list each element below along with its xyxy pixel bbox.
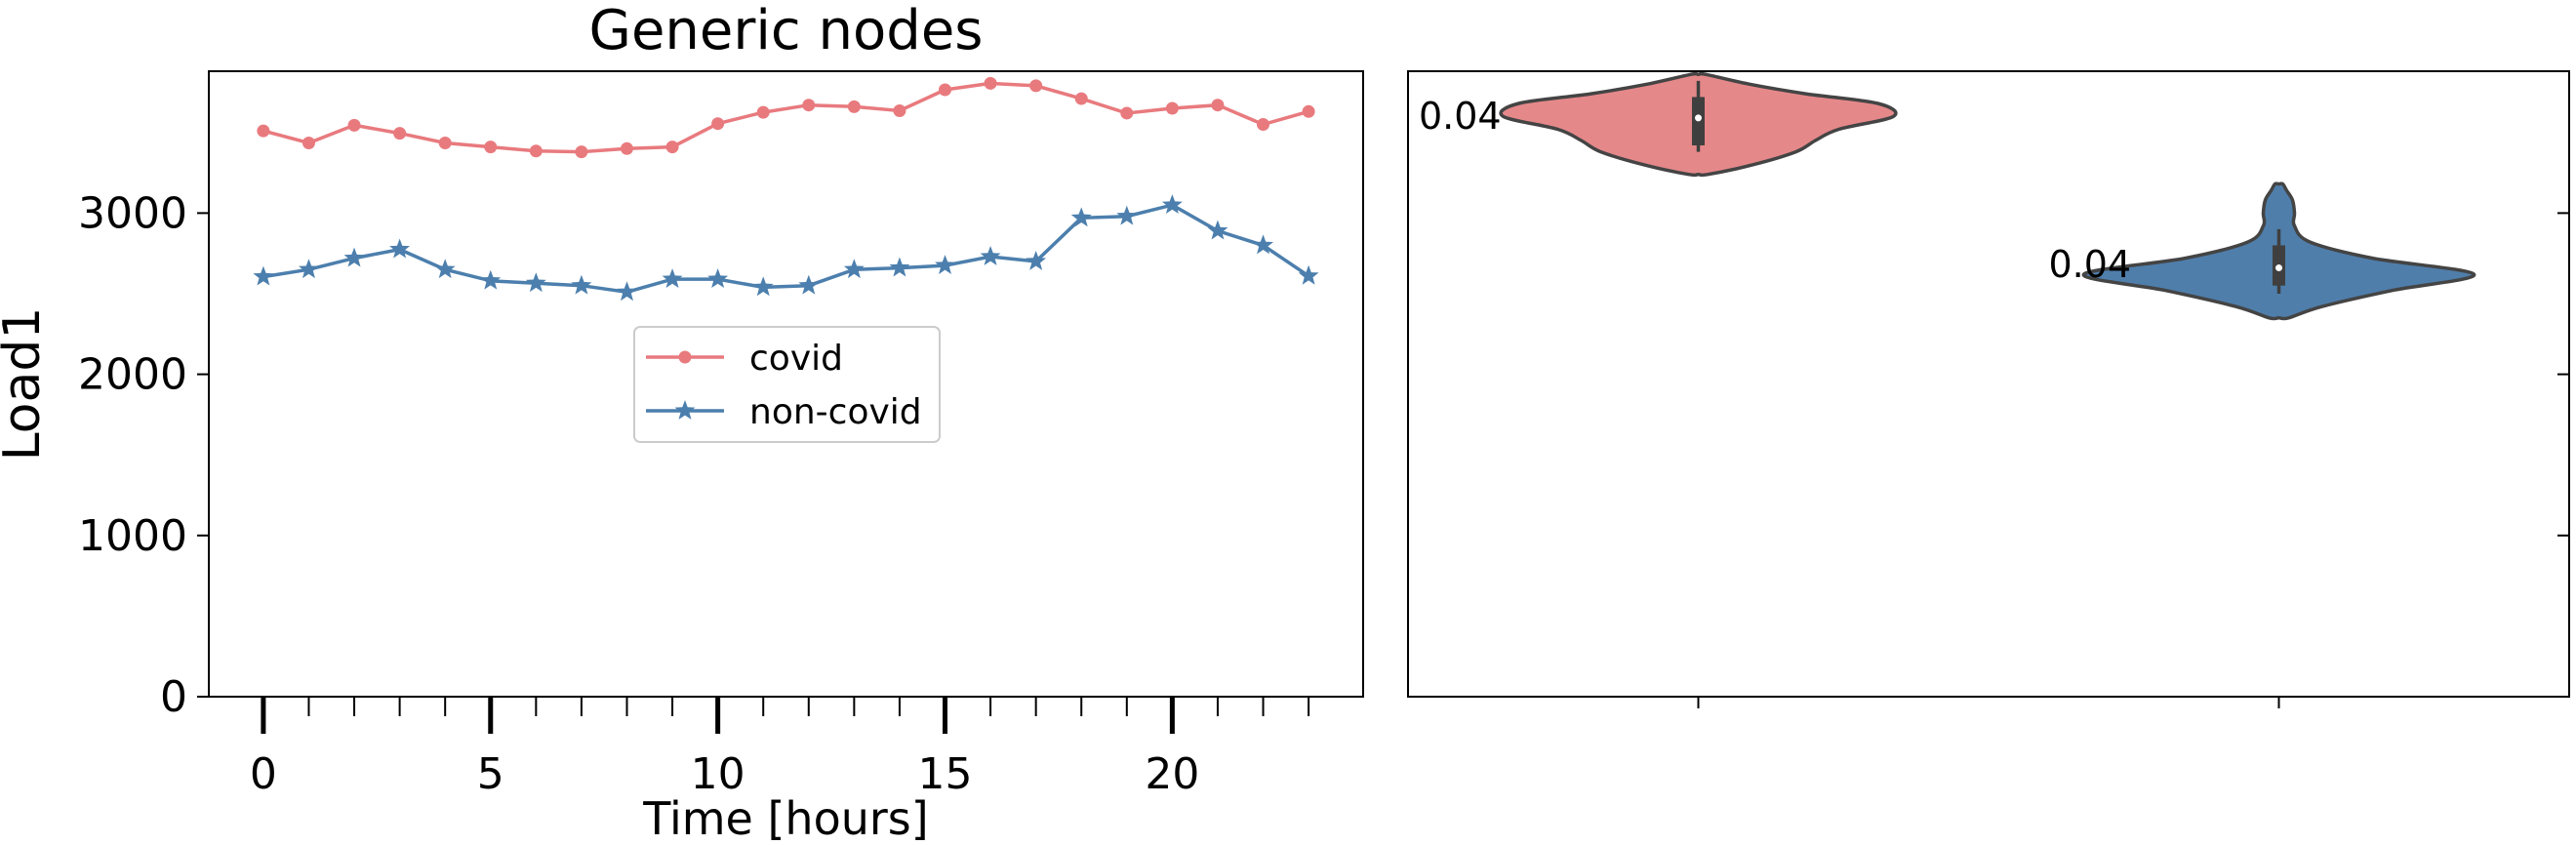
- data-point-covid: [393, 127, 407, 141]
- data-point-non-covid: [662, 268, 683, 289]
- data-point-covid: [302, 137, 315, 150]
- data-point-covid: [575, 145, 588, 159]
- x-tick-label: 5: [477, 749, 504, 799]
- y-tick-label: 2000: [78, 350, 187, 400]
- data-point-covid: [711, 117, 725, 131]
- x-axis-label: Time [hours]: [642, 792, 928, 845]
- data-point-non-covid: [752, 276, 774, 297]
- data-point-non-covid: [389, 238, 411, 259]
- data-point-covid: [1029, 79, 1043, 93]
- data-point-covid: [1165, 101, 1179, 115]
- data-point-covid: [1074, 92, 1088, 105]
- legend-marker: [674, 400, 696, 420]
- violin-density-label-non-covid: 0.04: [2049, 243, 2132, 286]
- data-point-non-covid: [1116, 205, 1138, 225]
- legend-label-non-covid: non-covid: [749, 392, 922, 432]
- data-point-non-covid: [889, 257, 910, 277]
- data-point-non-covid: [1253, 234, 1273, 255]
- data-point-non-covid: [980, 245, 1001, 265]
- data-point-covid: [847, 100, 861, 113]
- data-point-covid: [438, 137, 452, 150]
- data-point-non-covid: [571, 274, 592, 295]
- data-point-covid: [257, 124, 270, 138]
- data-point-covid: [1120, 106, 1134, 120]
- data-point-covid: [1257, 118, 1270, 132]
- data-point-non-covid: [434, 259, 456, 279]
- data-point-covid: [939, 83, 952, 97]
- data-point-covid: [347, 118, 361, 132]
- data-point-non-covid: [253, 265, 274, 286]
- y-tick-label: 1000: [78, 511, 187, 561]
- data-point-non-covid: [480, 269, 502, 290]
- violin-plot-area: [1499, 71, 2476, 321]
- violin-density-label-covid: 0.04: [1419, 95, 1502, 138]
- data-point-non-covid: [343, 247, 365, 267]
- series-line-non-covid: [262, 203, 1310, 295]
- violin-plot-frame: [1407, 70, 2570, 698]
- series-line-covid: [262, 81, 1309, 154]
- data-point-covid: [1302, 104, 1315, 118]
- data-point-covid: [529, 144, 543, 158]
- y-tick-label: 0: [160, 672, 187, 722]
- data-point-covid: [1211, 99, 1225, 112]
- line-plot-frame: [208, 70, 1364, 698]
- data-point-non-covid: [1161, 194, 1183, 215]
- line-chart: 0 1000 2000 3000 0 5 10 15 20 Generic nodes Time […: [0, 0, 1364, 845]
- data-point-non-covid: [1298, 264, 1319, 285]
- x-tick-label: 20: [1145, 749, 1199, 799]
- violin-median-non-covid: [2275, 264, 2282, 272]
- data-point-non-covid: [617, 281, 637, 302]
- data-point-covid: [893, 103, 906, 117]
- legend-marker: [678, 350, 692, 364]
- data-point-non-covid: [798, 274, 820, 295]
- violin-chart: 0.04 0.04: [1407, 70, 2570, 708]
- data-point-covid: [665, 141, 679, 154]
- x-tick-label: 0: [250, 749, 277, 799]
- data-point-non-covid: [1070, 207, 1092, 227]
- data-point-non-covid: [707, 268, 729, 289]
- data-point-non-covid: [299, 259, 319, 279]
- data-point-non-covid: [1026, 250, 1047, 270]
- data-point-non-covid: [843, 259, 865, 279]
- data-point-covid: [984, 76, 997, 90]
- data-point-covid: [620, 141, 633, 155]
- x-tick-label: 10: [691, 749, 745, 799]
- data-point-non-covid: [935, 255, 955, 274]
- y-tick-label: 3000: [78, 188, 187, 238]
- x-tick-label: 15: [918, 749, 973, 799]
- data-point-covid: [802, 99, 816, 112]
- data-point-covid: [484, 141, 498, 154]
- data-point-non-covid: [525, 272, 546, 293]
- violin-median-covid: [1695, 114, 1702, 122]
- data-point-non-covid: [1207, 220, 1228, 240]
- legend-label-covid: covid: [749, 339, 843, 379]
- y-axis-label: Load1: [0, 307, 52, 462]
- data-point-covid: [756, 105, 770, 119]
- chart-title: Generic nodes: [589, 0, 984, 62]
